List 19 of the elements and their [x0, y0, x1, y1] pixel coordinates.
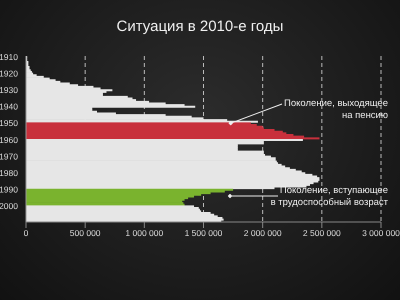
y-tick-label: 1960	[0, 134, 18, 145]
x-tick-label: 1 500 000	[184, 228, 223, 238]
x-tick-label: 1 000 000	[125, 228, 164, 238]
x-tick-label: 500 000	[70, 228, 101, 238]
y-tick-label: 1990	[0, 184, 18, 195]
y-tick-label: 1950	[0, 118, 18, 128]
y-tick-label: 1940	[0, 102, 18, 112]
x-tick-label: 2 500 000	[302, 228, 342, 238]
x-tick-label: 3 000 000	[362, 228, 400, 238]
annotation: Поколение, выходящее на пенсию	[284, 98, 388, 121]
y-tick-label: 1920	[0, 68, 18, 78]
annotation: Поколение, вступающее в трудоспособный возраст	[270, 185, 389, 208]
y-tick-label: 1980	[0, 168, 18, 178]
x-tick-label: 2 000 000	[244, 228, 282, 238]
x-tick-label: 0	[24, 228, 29, 238]
y-tick-label: 1910	[0, 52, 18, 62]
y-tick-label: 1970	[0, 151, 18, 162]
y-tick-label: 1930	[0, 85, 18, 96]
chart-title: Ситуация в 2010-е годы	[116, 18, 284, 35]
